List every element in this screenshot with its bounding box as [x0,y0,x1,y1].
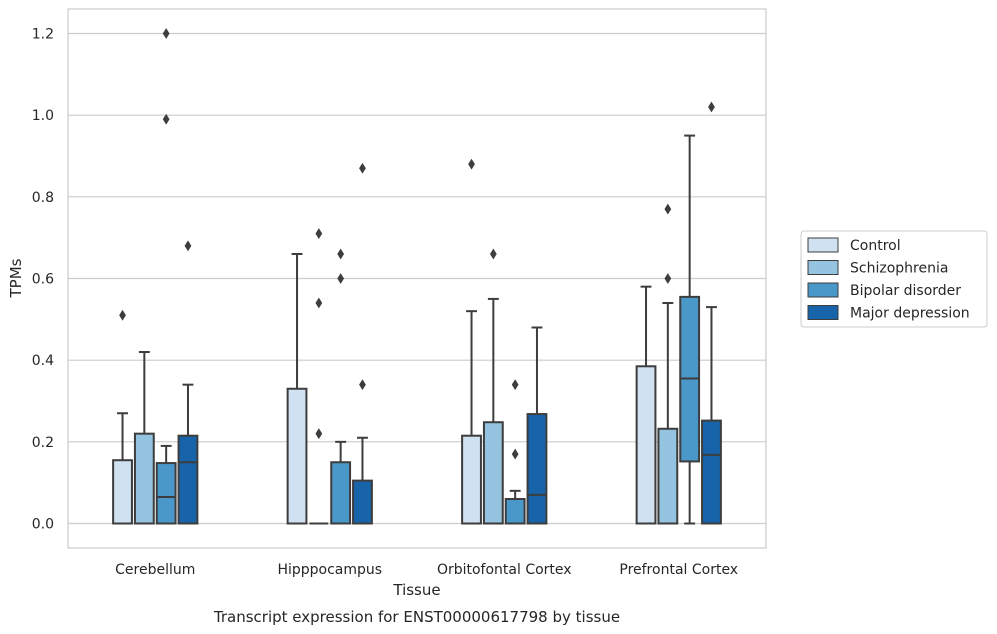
box [155,28,177,525]
outlier-point [708,101,715,113]
plot-frame [67,8,767,549]
box [526,326,548,525]
legend-label: Major depression [850,306,970,322]
outlier-point [359,162,366,174]
box [657,203,679,525]
legend-label: Schizophrenia [850,261,948,277]
outlier-point [315,428,323,440]
box [330,248,352,525]
legend-swatch [807,282,839,298]
box-body [330,461,352,525]
x-axis-label: Tissue [392,581,440,599]
box-body [504,498,526,525]
y-tick-label: 0.2 [32,435,54,451]
box [461,158,482,525]
y-tick-label: 1.0 [32,108,54,124]
outlier-point [162,113,170,125]
legend: Control Schizophrenia Bipolar disorder Majo… [800,230,988,328]
y-tick-label: 0.8 [32,190,54,206]
outlier-point [468,158,475,170]
x-tick-label: Orbitofontal Cortex [437,562,572,578]
y-tick-label: 0.0 [32,517,54,533]
legend-swatch [807,305,839,320]
box [635,285,657,525]
box-groups [112,28,722,525]
outlier-point [162,28,170,39]
box [177,240,199,525]
box-body [155,462,177,525]
box-body [526,413,548,525]
box-body [177,434,199,525]
box-body [133,432,155,525]
outlier-point [315,297,323,309]
chart-caption: Transcript expression for ENST0000061779… [213,608,620,626]
outlier-point [119,309,126,321]
legend-swatch [807,237,839,253]
box [286,253,308,525]
x-tick-label: Cerebellum [115,562,195,578]
outlier-point [511,448,519,460]
box-body [635,365,657,525]
outlier-point [315,228,323,239]
outlier-point [359,379,366,391]
box-body [286,387,308,525]
box-body [112,459,133,525]
x-tick-label: Prefrontal Cortex [619,562,738,578]
box [133,351,155,525]
box [679,134,701,525]
outlier-point [511,379,519,391]
outlier-point [337,248,345,260]
y-tick-label: 0.4 [32,353,54,369]
box-body [701,419,722,525]
box-body [461,434,482,525]
legend-frame [800,230,988,328]
legend-label: Bipolar disorder [850,283,961,299]
y-tick-label: 0.6 [32,272,54,288]
box [504,379,526,525]
box-body [352,479,373,525]
box [352,162,373,525]
y-tick-labels: 0.0 0.2 0.4 0.6 0.8 1.0 1.2 [32,27,54,533]
y-tick-label: 1.2 [32,27,54,43]
y-axis-label: TPMs [7,258,25,298]
outlier-point [184,240,192,252]
box-body [482,421,504,525]
x-tick-label: Hipppocampus [277,562,382,578]
outlier-point [664,203,672,215]
legend-swatch [807,260,839,275]
outlier-point [664,273,672,284]
legend-label: Control [850,238,901,254]
box [482,248,504,525]
outlier-point [489,248,497,260]
outlier-point [337,273,345,284]
box [309,228,329,525]
box [112,309,133,525]
x-tick-labels: Cerebellum Hipppocampus Orbitofontal Corte… [115,562,738,578]
box-body [657,427,679,525]
box [701,101,722,525]
